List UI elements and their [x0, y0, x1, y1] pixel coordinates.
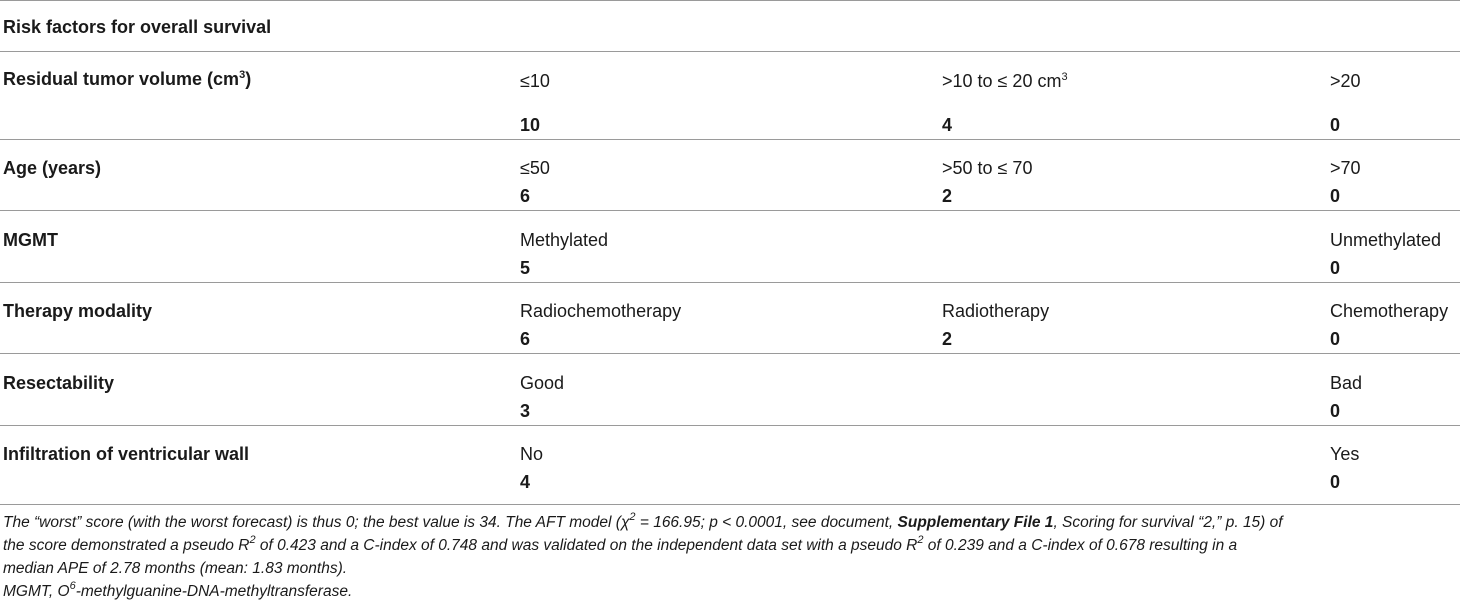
- factor-resectability: Resectability: [3, 373, 115, 393]
- supplementary-file-reference: Supplementary File 1: [897, 514, 1054, 531]
- mgmt-c1-label: Methylated: [520, 230, 609, 250]
- factor-residual-tumor-volume: Residual tumor volume (cm3): [3, 69, 252, 89]
- footnote-line-2: the score demonstrated a pseudo R2 of 0.…: [3, 534, 1238, 555]
- table-rule: [0, 282, 1460, 283]
- resectability-c3-score: 0: [1330, 401, 1341, 421]
- table-rule-top: [0, 0, 1460, 1]
- age-c3-label: >70: [1330, 158, 1361, 178]
- age-c2-label: >50 to ≤ 70: [942, 158, 1033, 178]
- infiltration-c1-score: 4: [520, 472, 531, 492]
- infiltration-c3-score: 0: [1330, 472, 1341, 492]
- therapy-c1-label: Radiochemotherapy: [520, 301, 682, 321]
- residual-c1-label: ≤10: [520, 71, 550, 91]
- factor-therapy-modality: Therapy modality: [3, 301, 153, 321]
- residual-c3-score: 0: [1330, 115, 1341, 135]
- table-header: Risk factors for overall survival: [3, 17, 272, 37]
- resectability-c1-label: Good: [520, 373, 565, 393]
- mgmt-c3-score: 0: [1330, 258, 1341, 278]
- table-rule: [0, 139, 1460, 140]
- factor-infiltration-ventricular-wall: Infiltration of ventricular wall: [3, 444, 250, 464]
- residual-c3-label: >20: [1330, 71, 1361, 91]
- mgmt-c1-score: 5: [520, 258, 531, 278]
- table-rule: [0, 353, 1460, 354]
- footnote-line-1: The “worst” score (with the worst foreca…: [3, 511, 1283, 532]
- residual-c2-label: >10 to ≤ 20 cm3: [942, 71, 1068, 91]
- therapy-c3-label: Chemotherapy: [1330, 301, 1449, 321]
- therapy-c2-label: Radiotherapy: [942, 301, 1050, 321]
- infiltration-c3-label: Yes: [1330, 444, 1360, 464]
- table-rule: [0, 425, 1460, 426]
- age-c3-score: 0: [1330, 186, 1341, 206]
- therapy-c3-score: 0: [1330, 329, 1341, 349]
- therapy-c1-score: 6: [520, 329, 531, 349]
- resectability-c3-label: Bad: [1330, 373, 1363, 393]
- table-rule: [0, 51, 1460, 52]
- table-rule: [0, 210, 1460, 211]
- residual-c2-score: 4: [942, 115, 953, 135]
- age-c1-score: 6: [520, 186, 531, 206]
- footnote-line-3: median APE of 2.78 months (mean: 1.83 mo…: [3, 560, 348, 577]
- resectability-c1-score: 3: [520, 401, 531, 421]
- factor-mgmt: MGMT: [3, 230, 58, 250]
- table-footnote: The “worst” score (with the worst foreca…: [3, 511, 1458, 603]
- footnote-abbreviation: MGMT, O6-methylguanine-DNA-methyltransfe…: [3, 580, 353, 601]
- factor-age: Age (years): [3, 158, 102, 178]
- residual-c1-score: 10: [520, 115, 541, 135]
- therapy-c2-score: 2: [942, 329, 953, 349]
- age-c1-label: ≤50: [520, 158, 550, 178]
- infiltration-c1-label: No: [520, 444, 544, 464]
- table-rule-bottom: [0, 504, 1460, 505]
- mgmt-c3-label: Unmethylated: [1330, 230, 1442, 250]
- age-c2-score: 2: [942, 186, 953, 206]
